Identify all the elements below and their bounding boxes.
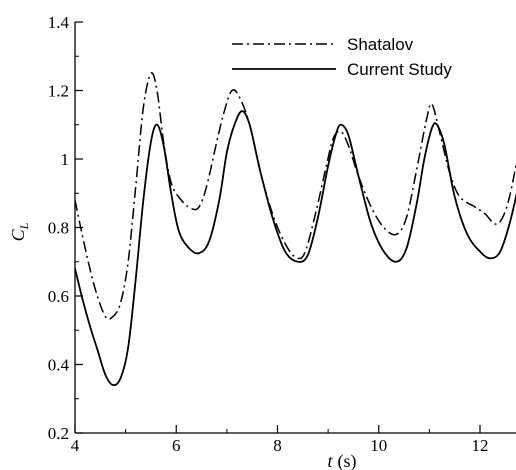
x-tick-label: 4: [71, 436, 80, 455]
y-tick-label: 0.8: [48, 219, 69, 238]
x-tick-label: 6: [172, 436, 181, 455]
series-line-shatalov: [75, 72, 516, 320]
series-layer: [75, 72, 516, 387]
y-tick-label: 0.4: [48, 356, 70, 375]
x-axis-label: t (s): [327, 451, 356, 470]
legend-label-shatalov: Shatalov: [347, 35, 414, 54]
x-axis-label-var: t: [327, 451, 333, 470]
x-axis-label-unit: (s): [338, 451, 357, 470]
y-axis-ticks: 0.2 0.4 0.6 0.8 1 1.2 1.4: [48, 13, 83, 443]
y-tick-label: 0.6: [48, 287, 69, 306]
x-tick-label: 8: [273, 436, 282, 455]
y-tick-label: 0.2: [48, 424, 69, 443]
y-axis-label-var: C: [8, 228, 28, 241]
x-axis-ticks: 4 6 8 10 12: [71, 425, 489, 455]
y-tick-label: 1.4: [48, 13, 70, 32]
x-tick-label: 10: [370, 436, 387, 455]
series-line-current-study: [75, 110, 516, 387]
legend-label-current-study: Current Study: [347, 60, 452, 79]
y-axis-label-sub: L: [17, 222, 31, 230]
x-tick-label: 12: [472, 436, 489, 455]
y-tick-label: 1: [61, 150, 70, 169]
y-axis-label: CL: [8, 222, 31, 241]
legend: Shatalov Current Study: [232, 35, 452, 79]
y-tick-label: 1.2: [48, 82, 69, 101]
